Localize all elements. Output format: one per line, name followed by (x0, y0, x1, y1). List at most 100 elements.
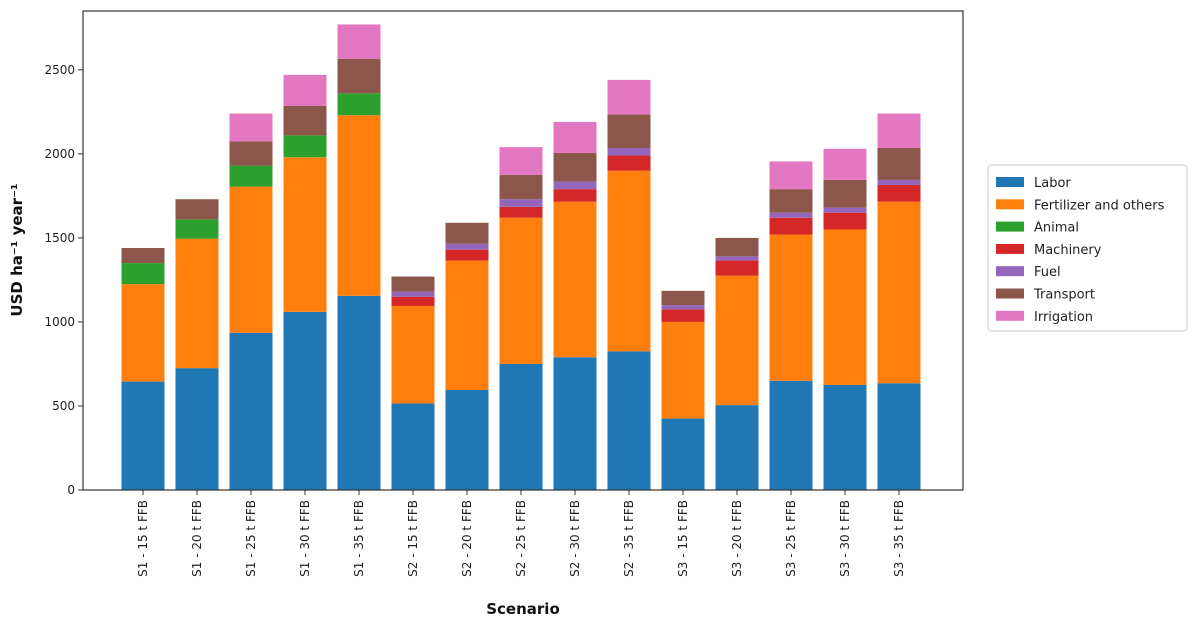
x-tick-label: S3 - 35 t FFB (892, 500, 906, 577)
legend-swatch (996, 221, 1024, 232)
bar-segment (607, 351, 651, 490)
bar-segment (175, 368, 219, 490)
bar-segment (823, 384, 867, 490)
y-axis-title: USD ha⁻¹ year⁻¹ (8, 183, 26, 316)
bar-segment (553, 153, 597, 182)
legend-swatch (996, 310, 1024, 321)
x-axis: S1 - 15 t FFB S1 - 20 t FFB S1 - 25 t FFB S… (136, 490, 906, 577)
bar-segment (877, 184, 921, 202)
bar-segment (337, 115, 381, 296)
x-tick-label: S2 - 35 t FFB (622, 500, 636, 577)
legend-swatch (996, 199, 1024, 210)
bar-segment (445, 389, 489, 490)
x-tick-label: S2 - 20 t FFB (460, 500, 474, 577)
bar-segment (391, 291, 435, 297)
bar-segment (823, 229, 867, 385)
bar-segment (445, 243, 489, 250)
legend-frame (987, 164, 1188, 332)
bar-segment (499, 174, 543, 200)
legend-label: Labor (1034, 176, 1071, 191)
y-tick-label: 2000 (44, 147, 75, 161)
bar-segment (229, 332, 273, 490)
legend-label: Fertilizer and others (1034, 198, 1165, 213)
bar-segment (121, 247, 165, 264)
bar-segment (715, 256, 759, 261)
bar-segment (769, 217, 813, 235)
bar-segment (661, 321, 705, 419)
x-tick-label: S2 - 30 t FFB (568, 500, 582, 577)
bar-segment (661, 309, 705, 322)
x-tick-label: S2 - 25 t FFB (514, 500, 528, 577)
y-tick-label: 2500 (44, 63, 75, 77)
bar-segment (283, 157, 327, 312)
bar-segment (877, 147, 921, 180)
bar-segment (877, 113, 921, 148)
x-axis-title: Scenario (486, 600, 560, 618)
bar-segment (715, 405, 759, 490)
bar-segment (661, 418, 705, 490)
y-tick-label: 500 (52, 399, 75, 413)
bar-segment (661, 305, 705, 310)
bar-segment (337, 24, 381, 59)
plot-frame (82, 10, 964, 491)
bar-segment (769, 380, 813, 490)
bar-segment (391, 296, 435, 306)
legend-label: Irrigation (1034, 310, 1093, 325)
bar-segment (175, 238, 219, 369)
legend-swatch (996, 288, 1024, 299)
x-tick-label: S1 - 20 t FFB (190, 500, 204, 577)
bar-segment (121, 381, 165, 490)
legend-label: Animal (1034, 221, 1079, 236)
y-tick-label: 0 (67, 483, 75, 497)
bar-segment (283, 74, 327, 106)
x-tick-label: S1 - 15 t FFB (136, 500, 150, 577)
bar-segment (121, 263, 165, 285)
x-tick-label: S1 - 30 t FFB (298, 500, 312, 577)
x-tick-label: S3 - 15 t FFB (676, 500, 690, 577)
bar-segment (499, 206, 543, 218)
legend-label: Transport (1033, 288, 1095, 303)
bar-segment (823, 148, 867, 180)
bar-segment (121, 284, 165, 382)
bar-segment (553, 121, 597, 154)
bar-segment (283, 311, 327, 490)
bar-segment (607, 170, 651, 352)
bar-segment (229, 141, 273, 166)
bar-segment (391, 403, 435, 490)
bar-segment (877, 383, 921, 490)
bar-segment (229, 113, 273, 142)
bar-segment (769, 212, 813, 218)
bar-segment (823, 212, 867, 230)
y-tick-label: 1500 (44, 231, 75, 245)
bar-segment (445, 249, 489, 261)
bar-segment (337, 93, 381, 116)
legend-swatch (996, 177, 1024, 187)
bar-segment (661, 290, 705, 306)
bar-segment (607, 147, 651, 156)
legend-swatch (996, 243, 1024, 254)
bar-segment (715, 260, 759, 276)
bar-segment (607, 79, 651, 115)
bar-segment (499, 363, 543, 490)
bar-segment (175, 199, 219, 220)
x-tick-label: S1 - 25 t FFB (244, 500, 258, 577)
x-tick-label: S2 - 15 t FFB (406, 500, 420, 577)
bar-segment (769, 189, 813, 213)
bar-segment (445, 260, 489, 390)
bar-segment (823, 207, 867, 213)
x-tick-label: S1 - 35 t FFB (352, 500, 366, 577)
bar-segment (175, 219, 219, 239)
bar-segment (877, 201, 921, 384)
bar-segment (499, 147, 543, 175)
legend: Labor Fertilizer and others Animal Machiner… (987, 164, 1188, 332)
bar-segment (823, 179, 867, 208)
bar-segment (229, 165, 273, 187)
legend-label: Machinery (1034, 243, 1102, 258)
x-tick-label: S3 - 30 t FFB (838, 500, 852, 577)
bar-segment (715, 237, 759, 257)
legend-swatch (996, 266, 1024, 277)
y-axis: 0 500 1000 1500 2000 2500 (44, 63, 83, 497)
bar-segment (445, 222, 489, 244)
bar-segment (553, 189, 597, 202)
bar-segment (553, 181, 597, 190)
